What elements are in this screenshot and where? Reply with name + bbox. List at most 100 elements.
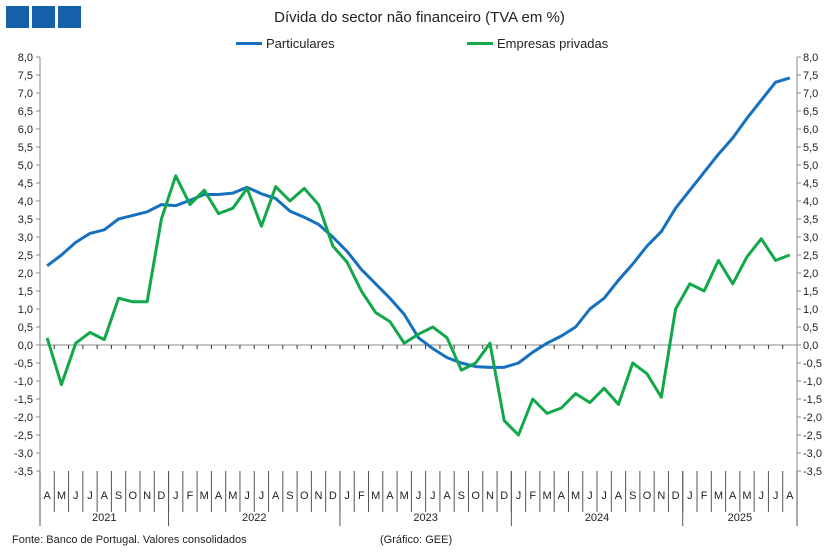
y-tick-label: 4,0 — [18, 196, 33, 208]
month-label: D — [672, 490, 680, 502]
y-tick-label-right: 3,0 — [803, 232, 818, 244]
month-label: M — [400, 490, 409, 502]
y-tick-label: 0,5 — [18, 322, 33, 334]
month-label: M — [742, 490, 751, 502]
y-tick-label: 7,5 — [18, 70, 33, 82]
y-tick-label: 2,0 — [18, 268, 33, 280]
legend-label: Empresas privadas — [497, 36, 609, 51]
month-label: J — [687, 490, 693, 502]
month-label: N — [143, 490, 151, 502]
y-tick-label-right: 2,5 — [803, 250, 818, 262]
month-label: A — [215, 490, 223, 502]
y-tick-label: 4,5 — [18, 178, 33, 190]
month-label: F — [529, 490, 536, 502]
source-note: Fonte: Banco de Portugal. Valores consol… — [12, 534, 247, 546]
month-label: J — [601, 490, 607, 502]
month-label: F — [358, 490, 365, 502]
series-empresas-privadas — [45, 174, 791, 437]
y-tick-label-right: -3,0 — [803, 448, 822, 460]
month-label: M — [371, 490, 380, 502]
y-tick-label: -2,0 — [14, 412, 33, 424]
y-tick-label-right: -0,5 — [803, 358, 822, 370]
y-tick-label-right: 5,0 — [803, 160, 818, 172]
chart-title: Dívida do sector não financeiro (TVA em … — [274, 9, 565, 26]
y-tick-label-right: -3,5 — [803, 466, 822, 478]
y-tick-label-right: 6,0 — [803, 124, 818, 136]
month-label: M — [228, 490, 237, 502]
month-label: J — [759, 490, 765, 502]
month-label: M — [571, 490, 580, 502]
month-label: J — [259, 490, 265, 502]
y-tick-label: -2,5 — [14, 430, 33, 442]
month-label: O — [643, 490, 652, 502]
legend-swatch-empresas — [467, 42, 493, 45]
y-tick-label-right: 1,5 — [803, 286, 818, 298]
year-label: 2021 — [92, 512, 116, 524]
legend-label: Particulares — [266, 36, 335, 51]
gee-logo — [6, 6, 81, 28]
y-tick-label-right: 8,0 — [803, 52, 818, 64]
month-label: A — [101, 490, 109, 502]
y-tick-label: 7,0 — [18, 88, 33, 100]
month-label: A — [615, 490, 623, 502]
series-particulares — [46, 76, 791, 369]
month-label: S — [115, 490, 122, 502]
year-label: 2025 — [728, 512, 752, 524]
month-label: J — [516, 490, 522, 502]
y-tick-label-right: 5,5 — [803, 142, 818, 154]
month-label: A — [558, 490, 566, 502]
y-tick-label: -3,5 — [14, 466, 33, 478]
legend-item-empresas: Empresas privadas — [467, 36, 608, 51]
month-label: D — [500, 490, 508, 502]
year-label: 2024 — [585, 512, 609, 524]
month-label: F — [701, 490, 708, 502]
y-tick-label: 5,5 — [18, 142, 33, 154]
year-label: 2023 — [413, 512, 437, 524]
y-tick-label-right: -2,5 — [803, 430, 822, 442]
month-label: O — [129, 490, 138, 502]
month-label: J — [416, 490, 422, 502]
y-tick-label: 0,0 — [18, 340, 33, 352]
legend-swatch-particulares — [236, 42, 262, 45]
month-label: N — [315, 490, 323, 502]
month-label: N — [657, 490, 665, 502]
y-tick-label: 5,0 — [18, 160, 33, 172]
month-label: A — [786, 490, 794, 502]
year-label: 2022 — [242, 512, 266, 524]
month-label: J — [173, 490, 179, 502]
month-label: S — [629, 490, 636, 502]
y-tick-label-right: -2,0 — [803, 412, 822, 424]
month-label: N — [486, 490, 494, 502]
y-tick-label: 1,0 — [18, 304, 33, 316]
y-tick-label: 8,0 — [18, 52, 33, 64]
y-tick-label: -3,0 — [14, 448, 33, 460]
y-tick-label: 6,5 — [18, 106, 33, 118]
month-label: A — [386, 490, 394, 502]
y-tick-label-right: 2,0 — [803, 268, 818, 280]
month-label: J — [73, 490, 79, 502]
month-label: J — [87, 490, 93, 502]
y-tick-label: 3,0 — [18, 232, 33, 244]
legend-item-particulares: Particulares — [236, 36, 335, 51]
y-tick-label-right: 0,0 — [803, 340, 818, 352]
month-label: D — [157, 490, 165, 502]
y-tick-label-right: 4,0 — [803, 196, 818, 208]
y-tick-label: -1,0 — [14, 376, 33, 388]
y-tick-label: 6,0 — [18, 124, 33, 136]
y-tick-label: 1,5 — [18, 286, 33, 298]
y-tick-label: 3,5 — [18, 214, 33, 226]
y-tick-label-right: -1,5 — [803, 394, 822, 406]
month-label: A — [443, 490, 451, 502]
y-tick-label: 2,5 — [18, 250, 33, 262]
y-tick-label-right: 6,5 — [803, 106, 818, 118]
month-label: S — [458, 490, 465, 502]
y-tick-label-right: 3,5 — [803, 214, 818, 226]
month-label: J — [773, 490, 779, 502]
y-tick-label: -0,5 — [14, 358, 33, 370]
month-label: J — [587, 490, 593, 502]
month-label: J — [430, 490, 436, 502]
month-label: M — [714, 490, 723, 502]
month-label: J — [344, 490, 350, 502]
y-tick-label-right: 7,5 — [803, 70, 818, 82]
month-label: J — [244, 490, 250, 502]
